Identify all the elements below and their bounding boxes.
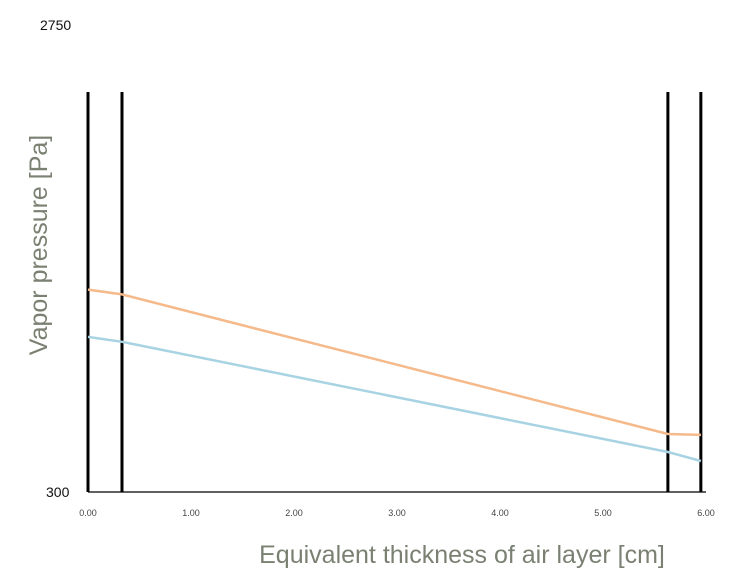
y-tick-labels: 300 2750: [40, 17, 71, 500]
x-tick-label: 0.00: [79, 508, 97, 518]
layer-boundary-lines: [86, 92, 703, 492]
x-tick-label: 5.00: [594, 508, 612, 518]
x-axis-title: Equivalent thickness of air layer [cm]: [259, 541, 665, 569]
x-tick-label: 4.00: [491, 508, 509, 518]
series-line-2: [87, 335, 702, 463]
y-tick-label: 2750: [40, 17, 71, 33]
x-tick-label: 2.00: [285, 508, 303, 518]
y-axis-title: Vapor pressure [Pa]: [25, 135, 53, 355]
series-lines: [87, 288, 702, 463]
series-line-1: [87, 288, 701, 437]
y-tick-label: 300: [46, 484, 70, 500]
x-tick-labels: 0.00 1.00 2.00 3.00 4.00 5.00 6.00: [79, 508, 715, 518]
x-tick-label: 3.00: [388, 508, 406, 518]
x-tick-label: 1.00: [182, 508, 200, 518]
x-tick-label: 6.00: [697, 508, 715, 518]
